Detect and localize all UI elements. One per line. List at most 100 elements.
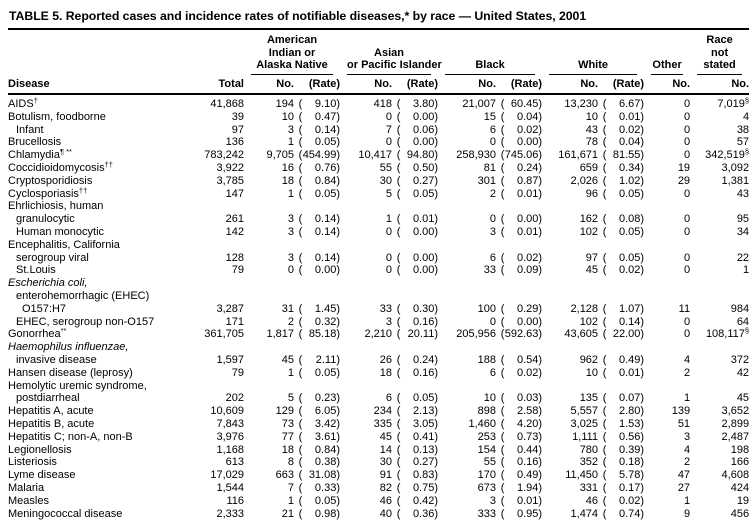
disease-cell: EHEC, serogroup non-O157: [16, 315, 155, 328]
table-row: Measles 116 1(0.05) 46(0.42) 3(0.01) 46(0.02)…: [8, 495, 749, 508]
count-cell: 161,671: [558, 149, 599, 162]
count-cell: 55: [379, 161, 393, 174]
table-row: Hemolytic uremic syndrome,: [8, 380, 749, 393]
rate-cell: (31.08): [298, 469, 341, 482]
count-cell: 984: [730, 302, 750, 315]
count-cell: 38: [736, 123, 750, 136]
col-header-rate: (Rate): [598, 74, 645, 95]
col-header-rate: (Rate): [294, 74, 341, 95]
count-cell: 7,843: [216, 417, 244, 430]
table-row: Ehrlichiosis, human: [8, 200, 749, 213]
col-header-rate: (Rate): [392, 74, 439, 95]
count-cell: 6: [489, 251, 497, 264]
footnote-marker: ¶ **: [59, 147, 72, 157]
table-row: Legionellosis 1,168 18(0.84) 14(0.13) 154(0.…: [8, 444, 749, 457]
count-cell: 361,705: [204, 328, 244, 341]
rate-cell: (22.00): [602, 328, 645, 341]
count-cell: 162: [579, 213, 599, 226]
count-cell: [542, 277, 598, 290]
col-header-disease: Disease: [8, 74, 194, 95]
table-row: St.Louis 79 0(0.00) 0(0.00) 33(0.09) 45(0.02)…: [8, 264, 749, 277]
rate-cell: (0.73): [500, 430, 543, 443]
rate-cell: (454.99): [298, 149, 341, 162]
rate-cell: (0.38): [298, 456, 341, 469]
disease-cell: Legionellosis: [8, 443, 72, 456]
rate-cell: (0.02): [500, 251, 543, 264]
count-cell: 898: [477, 405, 497, 418]
count-cell: 8: [287, 456, 294, 469]
count-cell: [438, 277, 496, 290]
count-cell: 82: [379, 481, 393, 494]
rate-cell: (0.83): [396, 469, 439, 482]
count-cell: 108,117§: [705, 326, 750, 341]
count-cell: 0: [683, 149, 691, 162]
count-cell: 96: [585, 187, 599, 200]
count-cell: 9,705: [266, 149, 294, 162]
rate-cell: (0.00): [500, 136, 543, 149]
count-cell: 3,652: [721, 405, 750, 418]
rate-cell: (0.84): [298, 443, 341, 456]
count-cell: 33: [483, 264, 497, 277]
count-cell: 27: [677, 481, 691, 494]
rate-cell: (0.02): [500, 123, 543, 136]
group-header-label: Black: [445, 59, 536, 75]
rate-cell: (0.06): [396, 123, 439, 136]
rate-cell: (0.01): [396, 213, 439, 226]
rate-cell: (0.36): [396, 507, 439, 520]
table-row: Escherichia coli,: [8, 277, 749, 290]
rate-cell: (0.07): [602, 392, 645, 405]
table-row: Gonorrhea** 361,705 1,817 (85.18) 2,210(20.1…: [8, 326, 750, 341]
count-cell: 1,597: [216, 353, 244, 366]
count-cell: [244, 290, 294, 303]
table-row: Hepatitis C; non-A, non-B 3,976 77 (3.61) 45…: [8, 431, 749, 444]
rate-cell: (0.05): [298, 136, 341, 149]
count-cell: [690, 290, 749, 303]
rate-cell: [598, 277, 644, 290]
count-cell: 1: [287, 366, 294, 379]
count-cell: 198: [730, 443, 750, 456]
count-cell: 3,092: [721, 161, 750, 174]
disease-cell: O157:H7: [22, 302, 67, 315]
rate-cell: (1.53): [602, 417, 645, 430]
rate-cell: (0.03): [500, 392, 543, 405]
rate-cell: [496, 290, 542, 303]
count-cell: 1: [385, 213, 393, 226]
disease-cell: Malaria: [8, 481, 45, 494]
count-cell: 5: [287, 392, 294, 405]
table-row: Lyme disease 17,029 663(31.08) 91(0.83) 170(…: [8, 469, 749, 482]
rate-cell: (0.05): [298, 366, 341, 379]
rate-cell: [598, 290, 644, 303]
count-cell: 97: [231, 123, 244, 136]
count-cell: [340, 290, 392, 303]
rate-cell: [294, 277, 340, 290]
count-cell: 21,007: [462, 98, 497, 110]
header-spacer: [8, 34, 194, 75]
count-cell: 39: [231, 110, 244, 123]
group-header: American Indian or Alaska Native: [244, 34, 340, 75]
count-cell: 128: [225, 251, 244, 264]
group-header: Asian or Pacific Islander: [340, 34, 442, 75]
count-cell: 3,976: [216, 430, 244, 443]
rate-cell: (0.95): [500, 507, 543, 520]
count-cell: 1: [683, 494, 691, 507]
count-cell: 2,487: [721, 430, 750, 443]
rate-cell: (0.24): [500, 161, 543, 174]
count-cell: 3,025: [570, 417, 599, 430]
table-row: Infant 97 3(0.14) 7(0.06) 6(0.02) 43(0.02) 0 38: [8, 124, 749, 137]
disease-cell: Hepatitis C; non-A, non-B: [8, 430, 133, 443]
rate-cell: (81.55): [602, 149, 645, 162]
rate-cell: (0.02): [602, 264, 645, 277]
count-cell: [194, 380, 244, 393]
count-cell: 34: [736, 225, 750, 238]
count-cell: 30: [379, 456, 393, 469]
rate-cell: (0.14): [298, 225, 341, 238]
rate-cell: (3.61): [298, 430, 341, 443]
table-row: postdiarrheal 202 5 (0.23) 6(0.05) 10(0.03) 13…: [8, 392, 749, 405]
disease-cell: AIDS†: [8, 96, 38, 110]
count-cell: [194, 277, 244, 290]
rate-cell: (0.04): [500, 110, 543, 123]
count-cell: 47: [677, 469, 691, 482]
rate-cell: [392, 380, 438, 393]
count-cell: 3: [287, 251, 294, 264]
